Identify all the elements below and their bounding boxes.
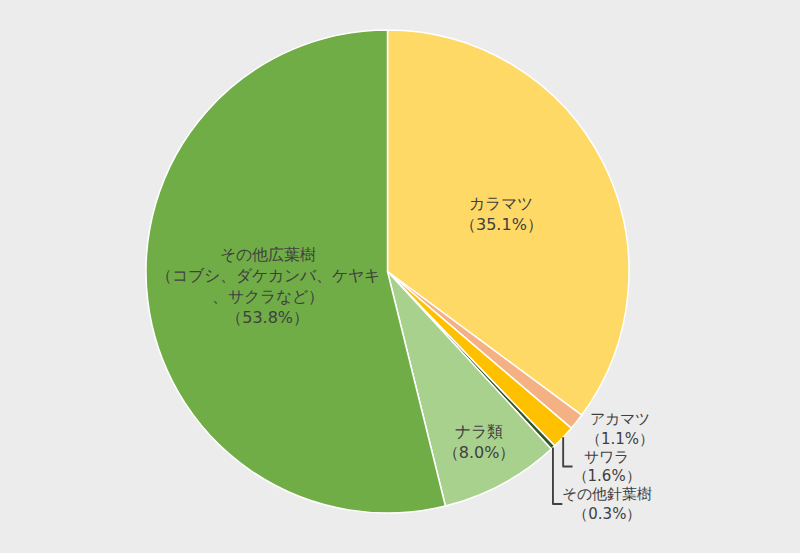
- svg-text:カラマツ（35.1%）: カラマツ（35.1%）: [460, 194, 543, 234]
- svg-text:ナラ類（8.0%）: ナラ類（8.0%）: [443, 422, 516, 462]
- svg-text:その他広葉樹（コブシ、ダケカンバ、ケヤキ、サクラなど）（53: その他広葉樹（コブシ、ダケカンバ、ケヤキ、サクラなど）（53.8%）: [156, 245, 380, 326]
- svg-text:サワラ（1.6%）: サワラ（1.6%）: [573, 448, 641, 486]
- svg-text:アカマツ（1.1%）: アカマツ（1.1%）: [586, 410, 654, 448]
- svg-text:その他針葉樹（0.3%）: その他針葉樹（0.3%）: [562, 485, 652, 522]
